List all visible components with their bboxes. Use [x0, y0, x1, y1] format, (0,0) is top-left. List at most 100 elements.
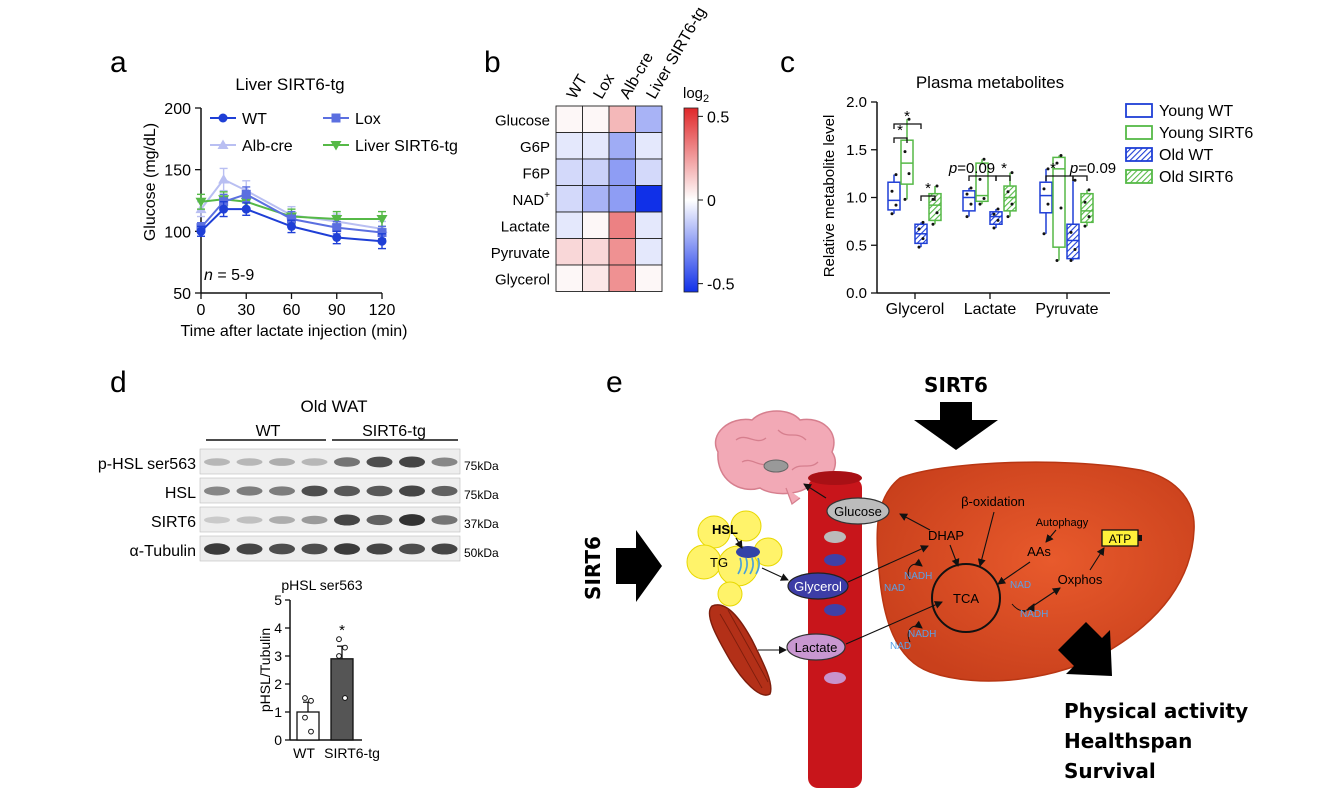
box-point [1042, 232, 1046, 236]
chart-a-xlabel: Time after lactate injection (min) [180, 323, 407, 340]
box-point [978, 202, 982, 206]
box-body [1039, 181, 1053, 214]
heatmap-cell [555, 105, 583, 133]
nad-label-1: NAD [884, 583, 905, 594]
chart-a-n-annotation: n = 5-9 [204, 267, 254, 284]
panel-label-a: a [110, 46, 127, 79]
box-point [969, 186, 973, 190]
box-point [1042, 187, 1046, 191]
blot-band [431, 543, 458, 555]
nad-superscript: + [544, 190, 550, 201]
heatmap-cell [635, 132, 663, 160]
blot-title: Old WAT [300, 397, 367, 416]
chart-c-xtick-label: Glycerol [886, 301, 945, 318]
box-young-wt [962, 186, 976, 219]
heatmap-cell [608, 185, 636, 213]
heatmap-cell [635, 105, 663, 133]
chart-d-title: pHSL ser563 [281, 577, 362, 593]
heatmap-cell [582, 105, 610, 133]
heatmap-cell [635, 238, 663, 266]
heatmap-cell [555, 158, 583, 186]
blot-band [399, 456, 425, 468]
box-old-sirt6 [1003, 171, 1017, 219]
outcome-physical-activity: Physical activity [1064, 699, 1248, 723]
chart-d-ytick-label: 5 [274, 592, 282, 608]
box-old-sirt6 [1080, 188, 1094, 228]
blot-band [431, 515, 458, 525]
chart-c-ytick-label: 1.0 [846, 190, 867, 207]
pathway-diagram: SIRT6 SIRT6 Physical activity Healthspan… [581, 373, 1248, 788]
blot-band [334, 457, 360, 467]
heatmap-cell [582, 238, 610, 266]
blot-band [366, 514, 393, 526]
heatmap-cell [555, 264, 583, 292]
box-point [965, 215, 969, 219]
bar-wt [296, 711, 320, 741]
box-point [1059, 153, 1063, 157]
box-point [894, 173, 898, 177]
beta-oxidation-label: β-oxidation [961, 494, 1025, 509]
box-point [1006, 190, 1010, 194]
bar-point [342, 695, 348, 701]
blot-kda-label: 50kDa [464, 546, 499, 560]
chart-c-xtick-label: Pyruvate [1035, 301, 1098, 318]
blot-band [236, 516, 263, 524]
chart-c-xtick-label: Lactate [964, 301, 1017, 318]
box-point [1069, 230, 1073, 234]
heatmap-row-label: Glycerol [495, 271, 550, 288]
blot-band [236, 486, 263, 496]
box-young-wt [1039, 167, 1053, 236]
heatmap-col-label: Lox [590, 71, 618, 102]
sig-glycerol-owt-osirt6-bracket [920, 195, 936, 201]
box-young-sirt6 [1052, 153, 1066, 263]
brain-icon [714, 410, 837, 506]
sig-lactate-owt-osirt6-bracket [995, 175, 1011, 181]
legend-marker [331, 113, 341, 123]
bar-point [336, 636, 342, 643]
chart-c-ytick-label: 2.0 [846, 94, 867, 111]
blot-kda-label: 75kDa [464, 488, 499, 502]
box-point [903, 150, 907, 154]
chart-d-ytick-label: 2 [274, 676, 282, 692]
box-point [1055, 161, 1059, 165]
box-body [989, 211, 1003, 225]
box-body [1003, 185, 1017, 212]
legend-swatch [1125, 125, 1153, 140]
heatmap-cell [608, 238, 636, 266]
nadh-label-2: NADH [908, 629, 936, 640]
series-line [200, 208, 383, 243]
box-point [921, 220, 925, 224]
tca-label: TCA [953, 591, 979, 606]
legend-marker [218, 113, 228, 123]
blot-band [301, 515, 328, 525]
blot-band [269, 543, 295, 555]
box-point [890, 212, 894, 216]
chart-a-xtick-label: 60 [283, 302, 301, 319]
box-point [1006, 215, 1010, 219]
box-point [996, 207, 1000, 211]
legend-swatch [1125, 169, 1153, 184]
series-wt [196, 201, 387, 250]
legend-label: Young WT [1159, 103, 1233, 120]
colorbar-tick-label: -0.5 [707, 277, 735, 294]
series-line [200, 178, 383, 230]
sig-pyruvate-ywt-owt-label: * [1050, 160, 1056, 177]
blot-band [334, 485, 360, 497]
lactate-node [786, 633, 846, 661]
autophagy-label: Autophagy [1036, 517, 1089, 529]
heatmap-cell [635, 158, 663, 186]
heatmap-cell [608, 264, 636, 292]
box-young-sirt6 [900, 117, 914, 201]
sig-pyruvate-owt-osirt6-label: p=0.09 [1069, 160, 1116, 177]
bar-sirt6-tg [330, 658, 354, 741]
box-point [1046, 167, 1050, 171]
box-point [917, 227, 921, 231]
bar-point [308, 697, 314, 704]
blot-band [366, 543, 393, 555]
panel-label-e: e [606, 366, 623, 399]
box-body [975, 162, 989, 203]
sig-glycerol-ywt-ysirt6-label: * [897, 122, 903, 139]
box-point [907, 172, 911, 176]
blot-band [399, 485, 425, 497]
box-body [962, 190, 976, 212]
